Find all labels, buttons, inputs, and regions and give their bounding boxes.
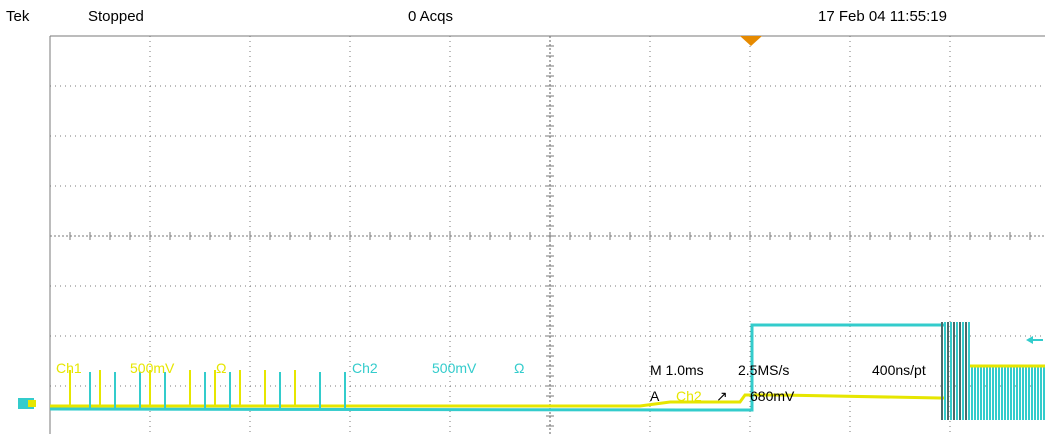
waveforms xyxy=(49,322,1045,420)
ch2-spikes xyxy=(89,372,346,409)
ch2-coupling: Ω xyxy=(514,360,525,376)
sample-rate-readout: 2.5MS/s xyxy=(738,362,790,378)
ch2-waveform xyxy=(49,323,945,412)
trigger-level-readout: 680mV xyxy=(750,388,795,404)
ch2-label: Ch2 xyxy=(352,360,378,376)
ch1-label: Ch1 xyxy=(56,360,82,376)
status-bar: Tek Stopped 0 Acqs 17 Feb 04 11:55:19 xyxy=(0,0,1045,32)
timebase-readout: M 1.0ms xyxy=(650,362,704,378)
burst-region xyxy=(941,322,1045,420)
trigger-source: Ch2 xyxy=(676,388,702,404)
scope-display xyxy=(18,35,1045,434)
trigger-prefix: A xyxy=(650,388,660,404)
acquisition-state: Stopped xyxy=(88,8,144,25)
ch1-waveform xyxy=(50,393,945,408)
acquisition-count: 0 Acqs xyxy=(408,8,454,25)
brand-label: Tek xyxy=(6,8,30,25)
channel-ground-marker-icon xyxy=(18,398,36,409)
trigger-level-arrow-icon xyxy=(1026,336,1043,344)
trigger-slope-icon: ↗ xyxy=(716,388,728,404)
ch2-scale: 500mV xyxy=(432,360,477,376)
ch1-coupling: Ω xyxy=(216,360,227,376)
date-time: 17 Feb 04 11:55:19 xyxy=(818,8,947,25)
trigger-position-marker-icon xyxy=(740,36,762,46)
ch1-scale: 500mV xyxy=(130,360,175,376)
ch1-spikes xyxy=(69,370,296,406)
time-per-point-readout: 400ns/pt xyxy=(872,362,926,378)
